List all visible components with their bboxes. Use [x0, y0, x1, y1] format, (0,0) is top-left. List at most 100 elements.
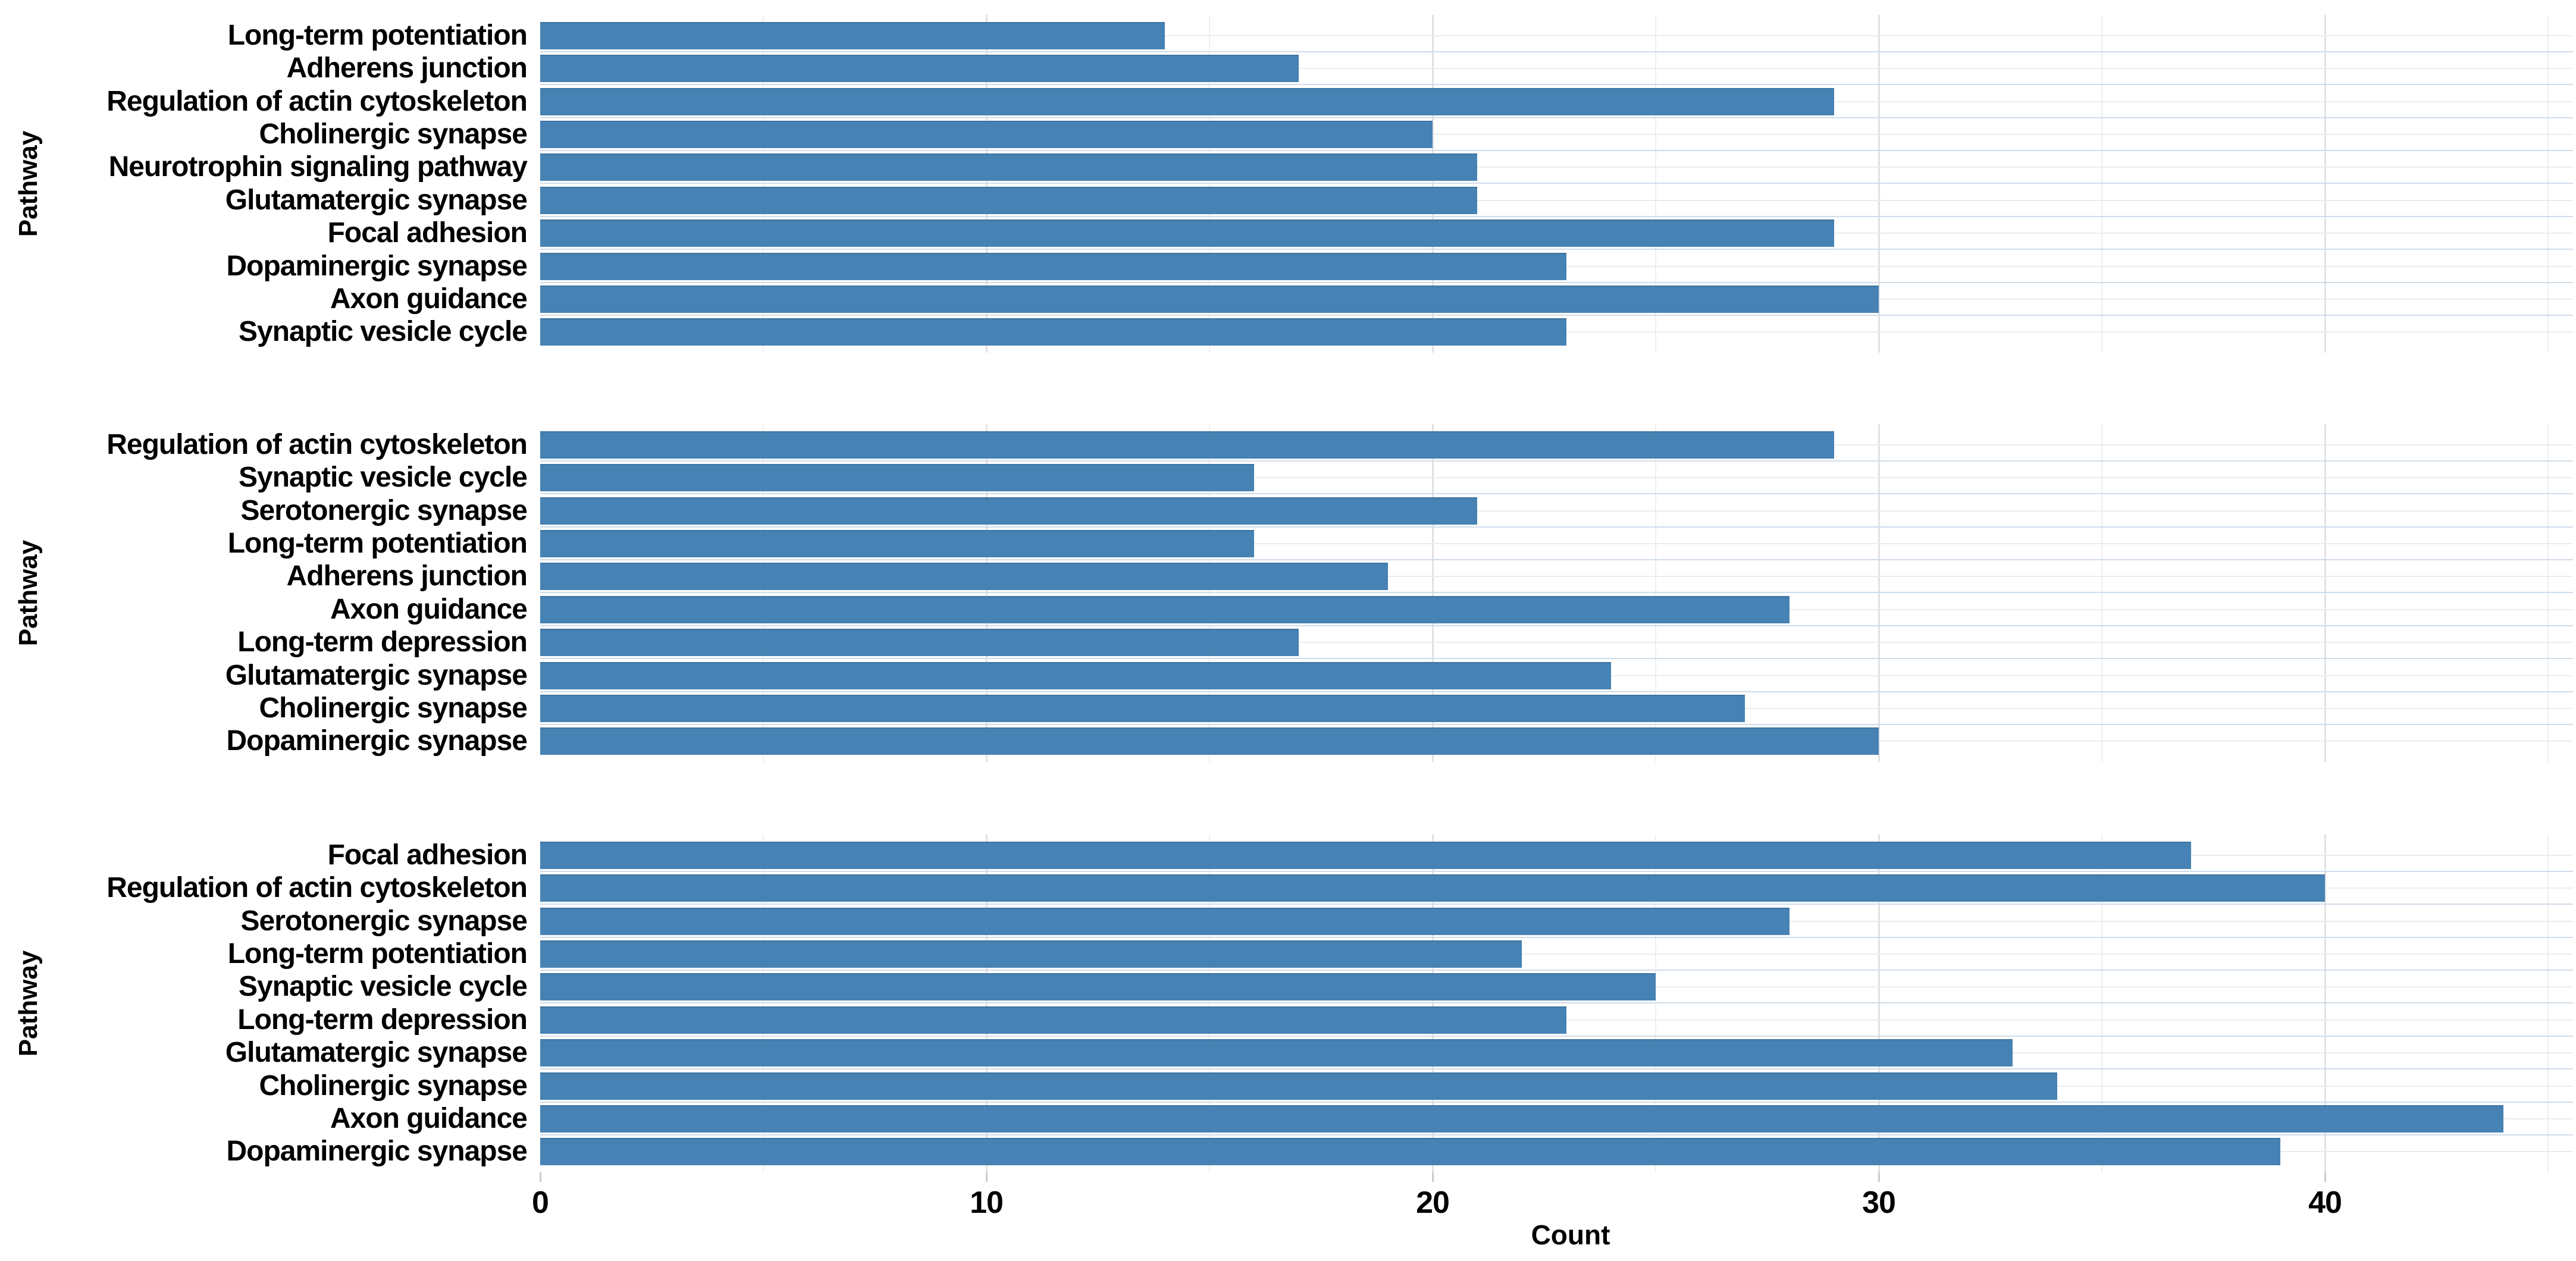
- category-label: Adherens junction: [286, 52, 528, 84]
- bar-gap-line: [540, 84, 2573, 86]
- category-gridline: [540, 134, 2573, 136]
- bar: [540, 497, 1477, 525]
- x-axis-tick: [985, 1172, 988, 1182]
- bar-gap-line: [540, 871, 2573, 872]
- bar-gap-line: [540, 460, 2573, 462]
- y-axis-title: Pathway: [14, 539, 43, 647]
- bar-gap-line: [540, 592, 2573, 594]
- bar-gap-line: [540, 1035, 2573, 1037]
- category-gridline: [540, 35, 2573, 36]
- x-tick-label: 40: [2308, 1185, 2342, 1220]
- category-label: Synaptic vesicle cycle: [239, 462, 528, 494]
- x-axis-tick: [539, 1172, 541, 1182]
- category-gridline: [540, 642, 2573, 644]
- category-label: Axon guidance: [330, 283, 528, 315]
- bar: [540, 661, 1611, 689]
- x-tick-label: 0: [532, 1185, 549, 1220]
- bar: [540, 694, 1745, 722]
- x-axis-tick: [1431, 1172, 1434, 1182]
- bar: [540, 1039, 2013, 1067]
- bar-gap-line: [540, 1101, 2573, 1103]
- bar: [540, 530, 1254, 558]
- category-gridline: [540, 576, 2573, 578]
- bar-gap-line: [540, 493, 2573, 495]
- category-label: Synaptic vesicle cycle: [239, 971, 528, 1003]
- chart-2-plot-area: [540, 424, 2573, 762]
- bar-gap-line: [540, 150, 2573, 152]
- category-label: Cholinergic synapse: [259, 118, 528, 150]
- category-label: Long-term potentiation: [227, 938, 528, 970]
- category-label: Long-term potentiation: [227, 20, 528, 51]
- y-axis-title: Pathway: [14, 950, 43, 1057]
- category-label: Dopaminergic synapse: [226, 1135, 528, 1168]
- category-gridline: [540, 953, 2573, 955]
- bar: [540, 55, 1299, 83]
- bar: [540, 1105, 2503, 1133]
- bar: [540, 252, 1566, 280]
- bar: [540, 121, 1433, 149]
- category-label: Long-term depression: [237, 1003, 528, 1036]
- category-label: Cholinergic synapse: [259, 1069, 528, 1102]
- bar-gap-line: [540, 281, 2573, 283]
- category-gridline: [540, 543, 2573, 545]
- bar: [540, 907, 1790, 935]
- bar-gap-line: [540, 723, 2573, 725]
- category-label: Focal adhesion: [327, 217, 528, 249]
- bar-gap-line: [540, 625, 2573, 626]
- bar: [540, 285, 1879, 313]
- x-axis-tick: [1878, 1172, 1880, 1182]
- bar-gap-line: [540, 904, 2573, 905]
- bar: [540, 87, 1834, 115]
- bar-gap-line: [540, 1134, 2573, 1135]
- category-label: Dopaminergic synapse: [226, 250, 528, 282]
- category-label: Axon guidance: [330, 1102, 528, 1134]
- category-label: Regulation of actin cytoskeleton: [106, 85, 528, 117]
- category-gridline: [540, 477, 2573, 479]
- bar: [540, 874, 2325, 902]
- category-gridline: [540, 510, 2573, 512]
- bar-gap-line: [540, 117, 2573, 118]
- category-label: Axon guidance: [330, 593, 528, 625]
- category-label: Long-term depression: [237, 626, 528, 658]
- category-label: Cholinergic synapse: [259, 692, 528, 724]
- bar: [540, 219, 1834, 247]
- category-label: Adherens junction: [286, 560, 528, 592]
- bar-gap-line: [540, 970, 2573, 971]
- bar-gap-line: [540, 249, 2573, 250]
- bar-gap-line: [540, 1002, 2573, 1004]
- bar: [540, 153, 1477, 181]
- bar: [540, 186, 1477, 214]
- category-label: Glutamatergic synapse: [225, 184, 528, 216]
- bar-gap-line: [540, 526, 2573, 528]
- category-label: Focal adhesion: [327, 839, 528, 871]
- bar-gap-line: [540, 936, 2573, 938]
- bar: [540, 973, 1656, 1001]
- category-label: Serotonergic synapse: [240, 905, 528, 937]
- x-axis-title: Count: [1531, 1219, 1610, 1250]
- x-tick-label: 10: [970, 1185, 1004, 1220]
- chart-1-plot-area: [540, 15, 2573, 353]
- x-tick-label: 30: [1862, 1185, 1896, 1220]
- x-tick-label: 20: [1416, 1185, 1450, 1220]
- bar: [540, 940, 1522, 968]
- bar-gap-line: [540, 1068, 2573, 1070]
- category-gridline: [540, 199, 2573, 201]
- bar-gap-line: [540, 51, 2573, 52]
- category-label: Regulation of actin cytoskeleton: [106, 872, 528, 904]
- category-label: Long-term potentiation: [227, 528, 528, 560]
- bar-gap-line: [540, 183, 2573, 184]
- bar: [540, 1006, 1566, 1034]
- category-gridline: [540, 167, 2573, 168]
- bar-gap-line: [540, 559, 2573, 561]
- bar-gap-line: [540, 658, 2573, 660]
- category-label: Neurotrophin signaling pathway: [108, 151, 528, 183]
- category-label: Synaptic vesicle cycle: [239, 316, 528, 348]
- bar-gap-line: [540, 314, 2573, 316]
- category-label: Glutamatergic synapse: [225, 659, 528, 691]
- bar: [540, 727, 1879, 755]
- category-label: Serotonergic synapse: [240, 494, 528, 526]
- bar: [540, 629, 1299, 657]
- bar: [540, 1072, 2057, 1100]
- bar: [540, 318, 1566, 346]
